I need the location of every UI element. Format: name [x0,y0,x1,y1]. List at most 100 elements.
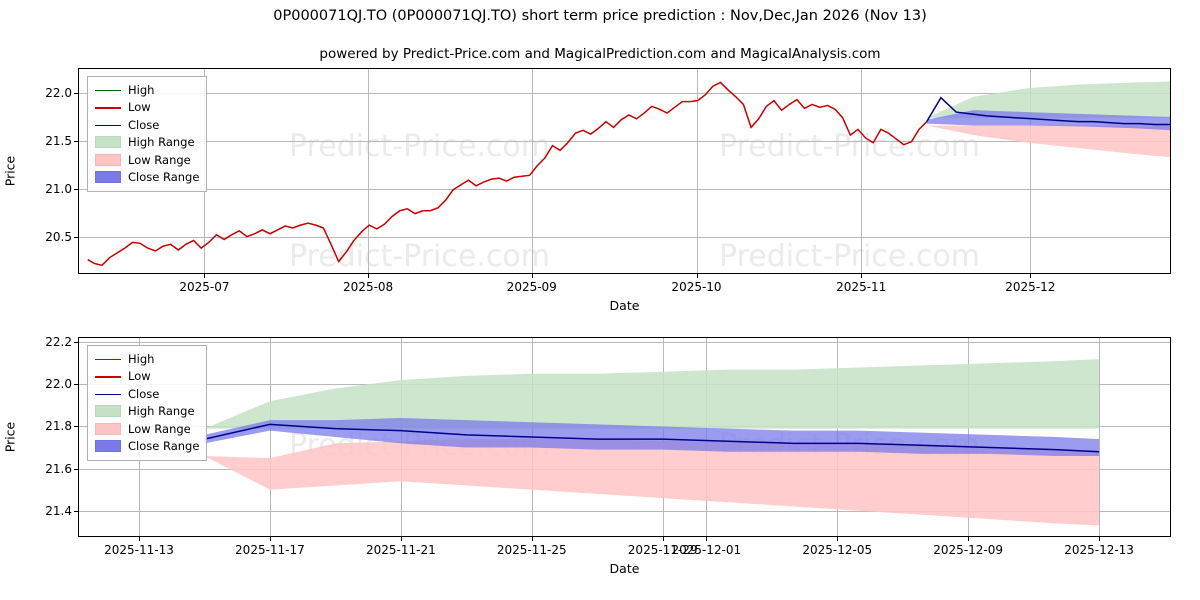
legend-swatch-icon [95,102,121,113]
x-tick-label: 2025-12-09 [933,543,1004,557]
legend-item-low[interactable]: Low [95,368,199,386]
line-low [87,81,928,267]
y-tick-label: 21.8 [45,419,72,434]
band-low-range [926,125,1170,158]
x-tick-mark [400,537,402,541]
x-tick-label: 2025-11-25 [496,543,567,557]
legend-upper-panel[interactable]: High Low Close High Range Low Range Close Ran… [87,76,208,192]
y-tick-label: 22.0 [45,377,72,392]
legend-swatch-icon [95,388,121,399]
legend-swatch-icon [95,405,121,418]
page-title: 0P000071QJ.TO (0P000071QJ.TO) short term… [273,8,927,24]
x-tick-mark [269,537,271,541]
line-close [204,423,1100,453]
y-axis-label: Price [2,421,18,453]
legend-label: Close [128,386,160,401]
y-tick-label: 21.6 [45,461,72,476]
legend-item-close-range[interactable]: Close Range [95,169,199,187]
legend-item-high-range[interactable]: High Range [95,134,199,152]
x-tick-mark [837,537,839,541]
legend-label: Close [128,117,160,132]
x-tick-mark [706,537,708,541]
x-tick-label: 2025-08 [343,280,394,294]
x-tick-label: 2025-12 [1005,280,1056,294]
x-axis-label: Date [609,561,640,576]
band-high-range [926,81,1170,118]
x-tick-label: 2025-12-05 [802,543,873,557]
x-tick-mark [531,537,533,541]
legend-item-low[interactable]: Low [95,99,199,117]
legend-swatch-icon [95,371,121,382]
legend-item-high[interactable]: High [95,350,199,368]
legend-label: High [128,82,155,97]
legend-lower-panel[interactable]: High Low Close High Range Low Range Close Ran… [87,345,208,461]
legend-label: Low [128,369,151,384]
series-canvas [87,81,1170,267]
y-tick-label: 21.4 [45,503,72,518]
legend-swatch-icon [95,119,121,130]
gridline-horizontal [79,140,1170,142]
x-tick-label: 2025-11-21 [365,543,436,557]
x-tick-label: 2025-11-17 [235,543,305,557]
gridline-vertical [696,69,698,273]
plot-area-upper-panel: Predict-Price.com Predict-Price.com Predic… [78,68,1171,274]
legend-item-low-range[interactable]: Low Range [95,151,199,169]
legend-swatch-icon [95,136,121,149]
x-tick-label: 2025-09 [506,280,557,294]
gridline-vertical [1030,69,1032,273]
x-tick-mark [1099,537,1101,541]
y-tick-label: 22.2 [45,335,72,350]
legend-label: Low Range [128,421,191,436]
gridline-horizontal [79,236,1170,238]
gridline-vertical [861,69,863,273]
x-tick-label: 2025-12-13 [1064,543,1134,557]
series-canvas [204,359,1100,526]
band-high-range [204,359,1100,429]
line-close [926,96,1170,126]
y-axis-label: Price [2,155,18,187]
legend-item-close[interactable]: Close [95,116,199,134]
x-tick-label: 2025-12-01 [671,543,742,557]
y-tick-label: 21.0 [45,181,72,196]
page-subtitle: powered by Predict-Price.com and Magical… [319,46,881,62]
legend-item-high[interactable]: High [95,81,199,99]
x-tick-label: 2025-07 [179,280,230,294]
x-tick-label: 2025-11-29 [627,543,698,557]
legend-label: High Range [128,404,195,419]
x-tick-mark [368,274,370,278]
legend-swatch-icon [95,84,121,95]
legend-swatch-icon [95,153,121,166]
legend-item-high-range[interactable]: High Range [95,403,199,421]
legend-item-low-range[interactable]: Low Range [95,420,199,438]
gridline-horizontal [79,510,1170,512]
x-tick-mark [696,274,698,278]
gridline-vertical [269,338,271,536]
legend-label: Close Range [128,170,200,185]
x-axis-label: Date [609,298,640,313]
x-tick-mark [1030,274,1032,278]
y-tick-label: 22.0 [45,85,72,100]
legend-item-close[interactable]: Close [95,385,199,403]
x-tick-mark [139,537,140,541]
legend-label: Low [128,100,151,115]
x-tick-mark [204,274,206,278]
legend-item-close-range[interactable]: Close Range [95,438,199,456]
legend-swatch-icon [95,171,121,184]
legend-swatch-icon [95,440,121,453]
legend-swatch-icon [95,422,121,435]
gridline-horizontal [79,342,1170,344]
x-tick-label: 2025-11-13 [104,543,174,557]
legend-swatch-icon [95,353,121,364]
legend-label: High Range [128,135,195,150]
x-tick-label: 2025-10 [671,280,722,294]
gridline-vertical [368,69,370,273]
x-tick-mark [531,274,533,278]
x-tick-mark [662,537,664,541]
gridline-horizontal [79,188,1170,190]
legend-label: High [128,351,155,366]
x-tick-label: 2025-11 [836,280,887,294]
band-close-range [204,418,1100,456]
band-low-range [204,439,1100,526]
